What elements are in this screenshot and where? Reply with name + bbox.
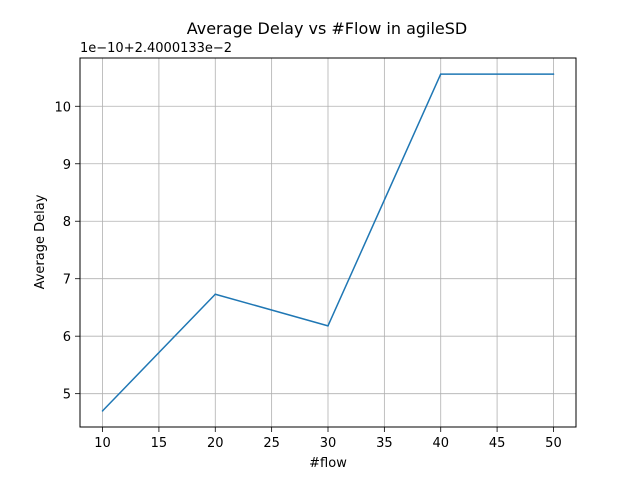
y-axis: 5 6 7 8 9 10 — [54, 100, 80, 403]
data-point — [327, 325, 329, 327]
plot-area — [101, 73, 555, 412]
x-axis-label: #flow — [309, 456, 347, 471]
x-tick-label: 40 — [432, 436, 449, 451]
data-point — [214, 293, 217, 296]
data-point — [439, 73, 442, 75]
data-point — [552, 73, 555, 75]
x-tick-label: 50 — [545, 436, 562, 451]
x-axis: 10 15 20 25 30 35 40 45 50 — [94, 427, 562, 451]
data-point — [101, 410, 104, 412]
grid — [80, 58, 576, 427]
x-tick-label: 35 — [376, 436, 393, 451]
chart-title: Average Delay vs #Flow in agileSD — [187, 19, 468, 38]
y-offset-text: 1e−10+2.4000133e−2 — [80, 41, 232, 56]
y-tick-label: 10 — [54, 100, 71, 115]
y-tick-label: 8 — [63, 215, 71, 230]
x-tick-label: 45 — [489, 436, 506, 451]
x-tick-label: 15 — [151, 436, 168, 451]
y-tick-label: 5 — [63, 388, 71, 403]
y-axis-label: Average Delay — [33, 194, 48, 289]
x-tick-label: 20 — [207, 436, 224, 451]
x-tick-label: 10 — [94, 436, 111, 451]
y-tick-label: 7 — [63, 273, 71, 288]
y-tick-label: 9 — [63, 158, 71, 173]
x-tick-label: 25 — [263, 436, 280, 451]
y-tick-label: 6 — [63, 330, 71, 345]
x-tick-label: 30 — [320, 436, 337, 451]
